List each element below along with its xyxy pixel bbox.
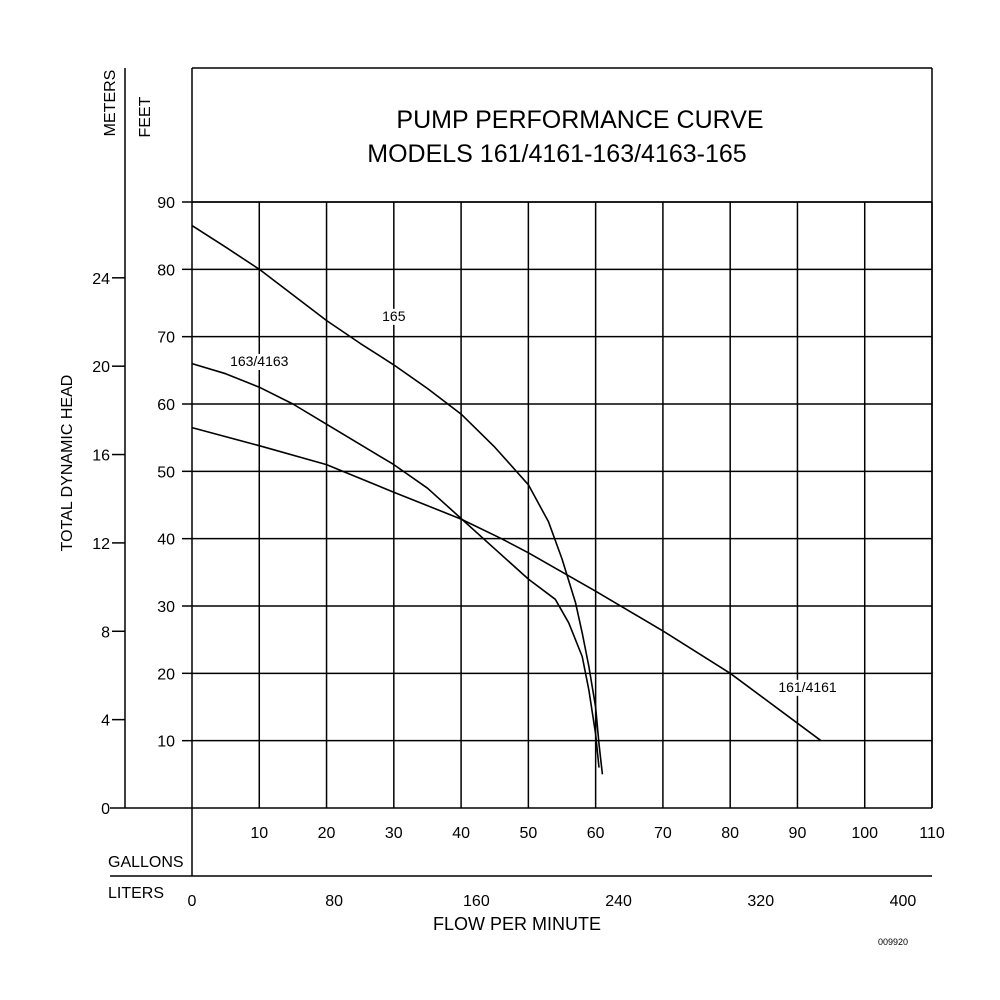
- x-tick-label: 80: [721, 825, 739, 842]
- series-163-4163-label-background: [224, 353, 295, 370]
- meters-tick-label: 24: [92, 271, 110, 288]
- series-161-4161-label: 161/4161: [778, 679, 837, 695]
- meters-tick-label: 0: [101, 801, 110, 818]
- series-165-label: 165: [382, 308, 406, 324]
- y-tick-label: 70: [157, 330, 175, 347]
- y-axis-label: TOTAL DYNAMIC HEAD: [59, 375, 76, 552]
- x-axis-label: FLOW PER MINUTE: [433, 914, 601, 934]
- x-axis-unit-gallons: GALLONS: [108, 854, 184, 871]
- x-tick-label: 10: [250, 825, 268, 842]
- liters-tick-label: 160: [463, 893, 490, 910]
- x-tick-label: 20: [318, 825, 336, 842]
- y-tick-label: 80: [157, 262, 175, 279]
- chart-subtitle: MODELS 161/4161-163/4163-165: [367, 140, 746, 168]
- grid: [192, 201, 933, 808]
- liters-tick-label: 320: [747, 893, 774, 910]
- liters-tick-label: 80: [325, 893, 343, 910]
- liters-tick-label: 0: [188, 893, 197, 910]
- meters-tick-label: 16: [92, 448, 110, 465]
- x-tick-label: 70: [654, 825, 672, 842]
- meters-tick-label: 4: [101, 713, 110, 730]
- x-tick-label: 60: [587, 825, 605, 842]
- x-tick-label: 30: [385, 825, 403, 842]
- x-tick-label: 90: [789, 825, 807, 842]
- series-165-curve: [191, 224, 604, 775]
- x-tick-label: 40: [452, 825, 470, 842]
- y-tick-label: 30: [157, 599, 175, 616]
- series-161-4161-label-background: [772, 679, 843, 696]
- x-tick-label: 110: [919, 825, 945, 842]
- x-tick-label: 100: [851, 825, 878, 842]
- y-tick-label: 20: [157, 666, 175, 683]
- series-163-4163-label: 163/4163: [230, 353, 289, 369]
- chart-title: PUMP PERFORMANCE CURVE: [396, 106, 763, 134]
- series-163-4163-curve: [191, 362, 600, 768]
- liters-tick-label: 400: [890, 893, 917, 910]
- y-axis-unit-meters: METERS: [102, 70, 119, 137]
- meters-tick-label: 12: [92, 536, 110, 553]
- y-tick-label: 50: [157, 464, 175, 481]
- meters-tick-label: 20: [92, 359, 110, 376]
- y-tick-label: 90: [157, 195, 175, 212]
- series-165-label-background: [378, 308, 409, 325]
- y-tick-label: 10: [157, 734, 175, 751]
- series: 165 163/4163 161/4161: [191, 224, 843, 775]
- drawing-number: 009920: [878, 937, 908, 947]
- series-161-4161-curve: [191, 426, 822, 742]
- y-axis-unit-feet: FEET: [137, 96, 154, 137]
- y-tick-label: 60: [157, 397, 175, 414]
- axis-ticks: 10 20 30 40 50 60 70 80 90 100 1101020304050607080…: [92, 195, 945, 910]
- x-axis-unit-liters: LITERS: [108, 885, 164, 902]
- meters-tick-label: 8: [101, 624, 110, 641]
- liters-tick-label: 240: [605, 893, 632, 910]
- x-tick-label: 50: [519, 825, 537, 842]
- y-tick-label: 40: [157, 532, 175, 549]
